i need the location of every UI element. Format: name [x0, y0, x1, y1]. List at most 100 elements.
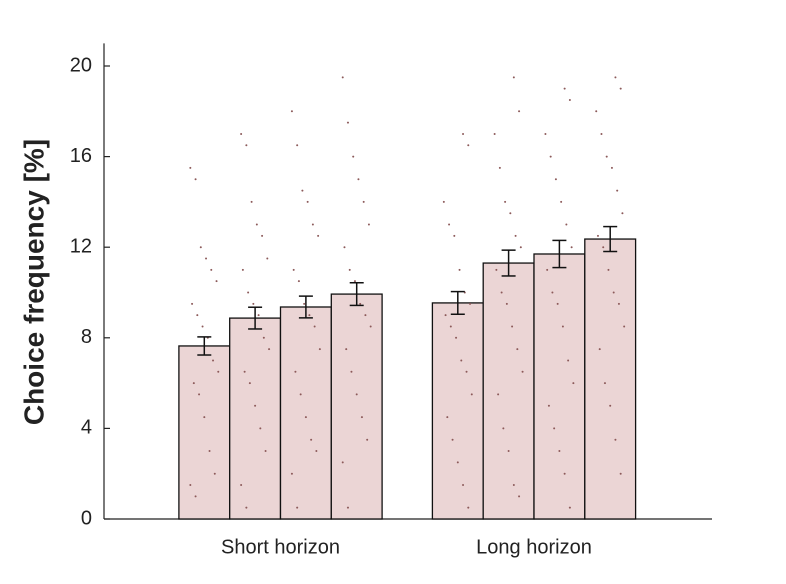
data-point	[296, 144, 299, 147]
data-point	[189, 166, 192, 169]
data-point	[561, 325, 564, 328]
data-point	[558, 450, 561, 453]
error-bar	[450, 290, 465, 315]
data-point	[444, 314, 447, 317]
data-point	[616, 189, 619, 192]
data-point	[623, 325, 626, 328]
data-point	[546, 268, 549, 271]
data-point	[294, 370, 297, 373]
data-point	[563, 87, 566, 90]
data-point	[191, 302, 194, 305]
data-point	[619, 87, 622, 90]
data-point	[262, 336, 265, 339]
data-point	[346, 506, 349, 509]
data-point	[467, 506, 470, 509]
data-point	[609, 404, 612, 407]
data-point	[553, 427, 556, 430]
y-tick-label: 8	[81, 326, 92, 348]
data-point	[252, 302, 255, 305]
data-point	[213, 472, 216, 475]
data-point	[460, 359, 463, 362]
y-tick-label: 12	[70, 235, 92, 257]
data-point	[495, 268, 498, 271]
data-point	[348, 268, 351, 271]
error-bar	[552, 239, 567, 269]
data-point	[205, 257, 208, 260]
bar	[279, 306, 332, 520]
data-point	[600, 132, 603, 135]
data-point	[512, 484, 515, 487]
error-bar	[298, 295, 313, 319]
data-point	[248, 382, 251, 385]
error-bar	[349, 282, 364, 307]
data-point	[189, 484, 192, 487]
data-point	[456, 461, 459, 464]
data-point	[512, 76, 515, 79]
data-point	[511, 325, 514, 328]
data-point	[518, 110, 521, 113]
x-tick-label: Long horizon	[476, 536, 592, 558]
data-point	[505, 302, 508, 305]
data-point	[217, 370, 220, 373]
bar	[229, 317, 282, 520]
data-point	[199, 246, 202, 249]
data-point	[304, 416, 307, 419]
data-point	[301, 189, 304, 192]
data-point	[547, 404, 550, 407]
data-point	[610, 166, 613, 169]
data-point	[596, 234, 599, 237]
data-point	[362, 200, 365, 203]
data-point	[614, 438, 617, 441]
y-tick-label: 4	[81, 417, 92, 439]
data-point	[617, 302, 620, 305]
data-point	[257, 314, 260, 317]
data-point	[605, 155, 608, 158]
data-point	[502, 427, 505, 430]
data-point	[521, 370, 524, 373]
error-bar	[248, 306, 263, 330]
data-point	[196, 314, 199, 317]
data-point	[345, 348, 348, 351]
data-point	[194, 495, 197, 498]
data-point	[268, 348, 271, 351]
data-point	[509, 212, 512, 215]
data-point	[310, 438, 313, 441]
data-point	[350, 370, 353, 373]
data-point	[198, 393, 201, 396]
data-point	[551, 291, 554, 294]
data-point	[359, 302, 362, 305]
data-point	[603, 382, 606, 385]
data-point	[458, 268, 461, 271]
data-point	[254, 404, 257, 407]
data-point	[442, 200, 445, 203]
data-point	[264, 450, 267, 453]
data-point	[247, 291, 250, 294]
data-point	[240, 132, 243, 135]
data-point	[357, 178, 360, 181]
data-point	[313, 325, 316, 328]
data-point	[343, 246, 346, 249]
data-point	[607, 268, 610, 271]
bar	[533, 253, 586, 520]
data-point	[366, 438, 369, 441]
y-axis-label: Choice frequency [%]	[18, 139, 49, 425]
data-point	[568, 506, 571, 509]
data-point	[341, 76, 344, 79]
data-point	[259, 427, 262, 430]
bar	[178, 345, 231, 520]
x-tick-label: Short horizon	[221, 536, 340, 558]
data-point	[514, 234, 517, 237]
bar	[330, 293, 383, 520]
error-bar	[197, 336, 212, 356]
data-point	[507, 450, 510, 453]
data-point	[519, 246, 522, 249]
data-point	[500, 291, 503, 294]
bar	[431, 302, 484, 520]
data-point	[261, 234, 264, 237]
data-point	[201, 325, 204, 328]
bar	[584, 238, 637, 520]
data-point	[243, 370, 246, 373]
data-point	[449, 325, 452, 328]
data-point	[518, 495, 521, 498]
data-point	[455, 336, 458, 339]
